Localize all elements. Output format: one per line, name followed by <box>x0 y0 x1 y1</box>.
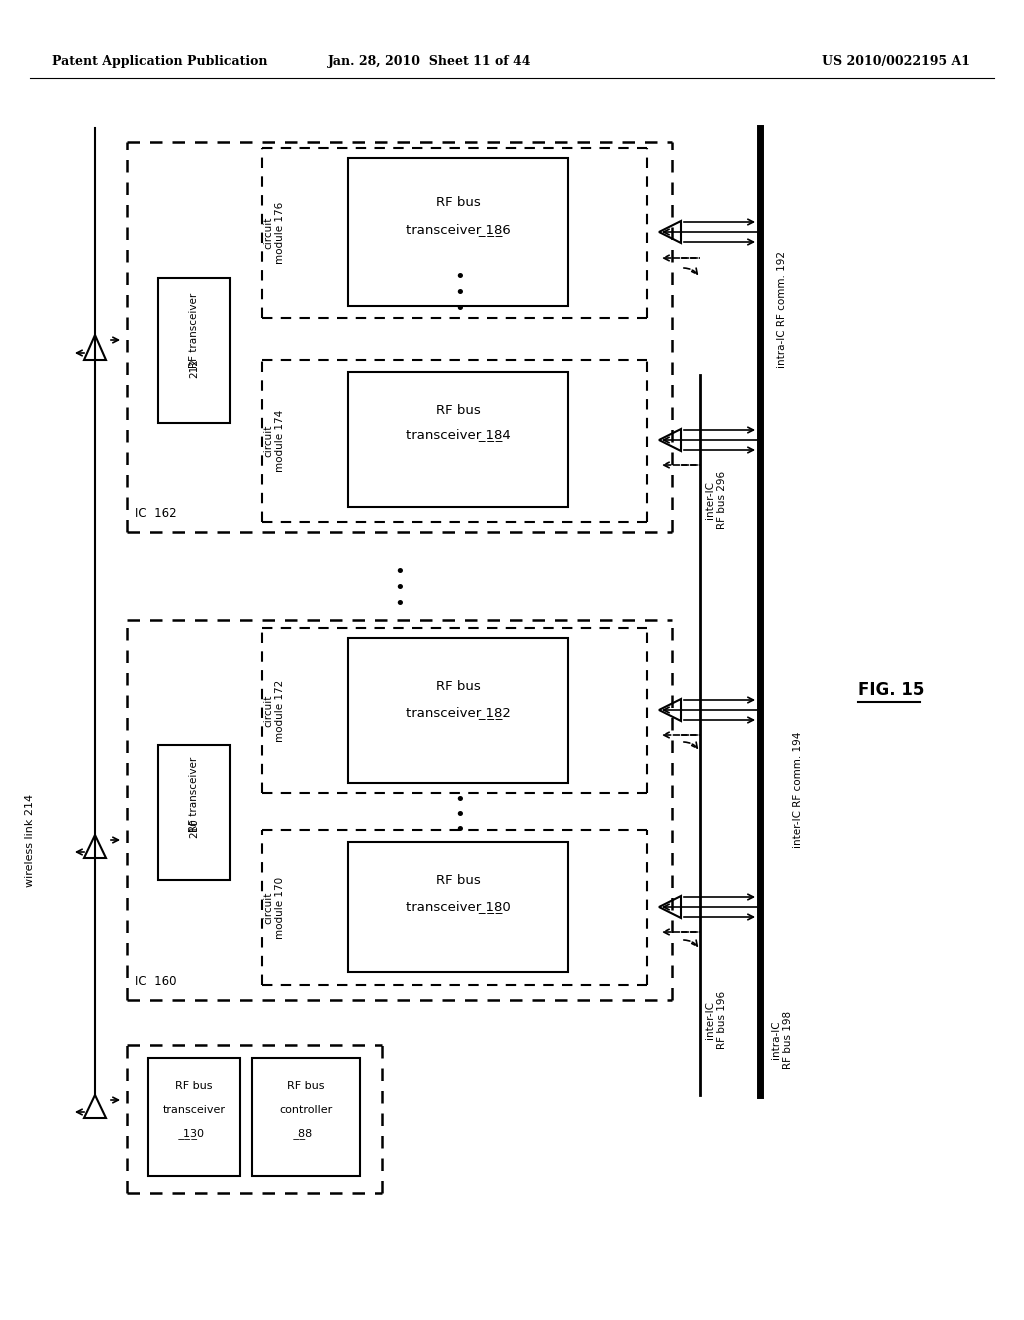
Text: •: • <box>394 579 406 597</box>
Text: Jan. 28, 2010  Sheet 11 of 44: Jan. 28, 2010 Sheet 11 of 44 <box>329 55 531 69</box>
Text: RF bus: RF bus <box>288 1081 325 1092</box>
Bar <box>348 372 568 507</box>
Text: controller: controller <box>280 1105 333 1115</box>
Text: inter-IC
RF bus 296: inter-IC RF bus 296 <box>706 471 727 529</box>
Text: •: • <box>455 821 465 840</box>
Text: intra-IC
RF bus 198: intra-IC RF bus 198 <box>771 1011 793 1069</box>
Text: RF bus: RF bus <box>435 404 480 417</box>
Text: •: • <box>394 595 406 612</box>
Text: •: • <box>455 300 465 318</box>
Bar <box>348 842 568 972</box>
Bar <box>158 279 230 422</box>
Bar <box>158 744 230 880</box>
Text: IC  162: IC 162 <box>135 507 176 520</box>
Text: IC  160: IC 160 <box>135 975 176 987</box>
Text: transceiver ̲1̲8̲0: transceiver ̲1̲8̲0 <box>406 900 510 913</box>
Text: RF bus: RF bus <box>435 197 480 210</box>
Text: ̲8̲8: ̲8̲8 <box>299 1129 313 1139</box>
Text: RF transceiver: RF transceiver <box>189 756 199 832</box>
Text: RF bus: RF bus <box>435 680 480 693</box>
Text: 210: 210 <box>189 818 199 838</box>
Text: circuit
module 172: circuit module 172 <box>263 680 285 742</box>
Text: RF bus: RF bus <box>175 1081 213 1092</box>
Text: RF transceiver: RF transceiver <box>189 293 199 368</box>
Text: •: • <box>455 807 465 824</box>
Text: 212: 212 <box>189 359 199 379</box>
Text: inter-IC
RF bus 196: inter-IC RF bus 196 <box>706 991 727 1049</box>
Text: wireless link 214: wireless link 214 <box>25 793 35 887</box>
Text: circuit
module 174: circuit module 174 <box>263 411 285 473</box>
Bar <box>252 1059 360 1176</box>
Text: •: • <box>455 284 465 302</box>
Text: transceiver ̲1̲8̲6: transceiver ̲1̲8̲6 <box>406 223 510 236</box>
Text: •: • <box>394 564 406 581</box>
Text: •: • <box>455 791 465 809</box>
Text: inter-IC RF comm. 194: inter-IC RF comm. 194 <box>793 731 803 849</box>
Text: intra-IC RF comm. 192: intra-IC RF comm. 192 <box>777 252 787 368</box>
Text: Patent Application Publication: Patent Application Publication <box>52 55 267 69</box>
Text: FIG. 15: FIG. 15 <box>858 681 925 700</box>
Text: ̲1̲3̲0: ̲1̲3̲0 <box>183 1129 205 1139</box>
Text: transceiver: transceiver <box>163 1105 225 1115</box>
Bar <box>348 158 568 306</box>
Text: circuit
module 176: circuit module 176 <box>263 202 285 264</box>
Text: circuit
module 170: circuit module 170 <box>263 876 285 939</box>
Text: •: • <box>455 268 465 286</box>
Text: transceiver ̲1̲8̲2: transceiver ̲1̲8̲2 <box>406 706 510 719</box>
Text: transceiver ̲1̲8̲4: transceiver ̲1̲8̲4 <box>406 429 510 441</box>
Bar <box>348 638 568 783</box>
Text: RF bus: RF bus <box>435 874 480 887</box>
Text: US 2010/0022195 A1: US 2010/0022195 A1 <box>822 55 970 69</box>
Bar <box>148 1059 240 1176</box>
